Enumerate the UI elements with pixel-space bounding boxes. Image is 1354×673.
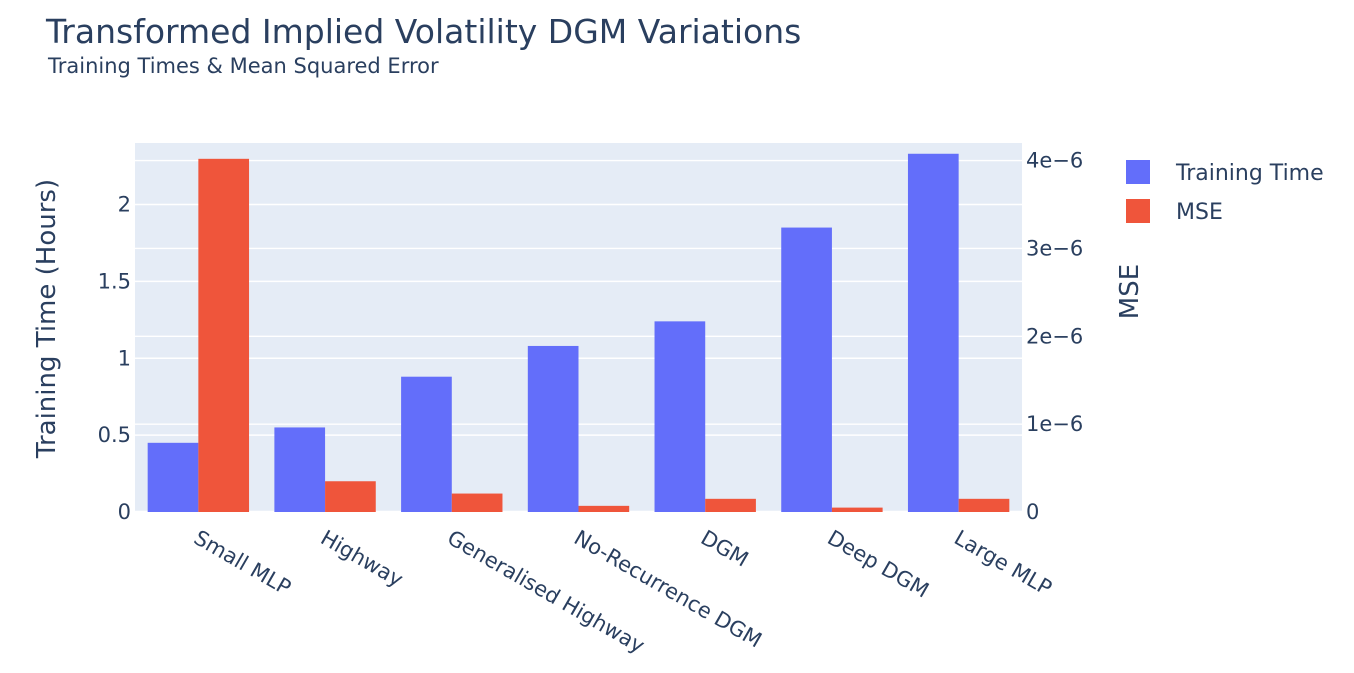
y2-axis-ticks: 0 1e−6 2e−6 3e−6 4e−6 <box>1026 149 1083 524</box>
bar-training-time-deep-dgm[interactable] <box>781 227 832 512</box>
y2-tick-label: 0 <box>1026 500 1039 524</box>
chart-title: Transformed Implied Volatility DGM Varia… <box>45 12 801 51</box>
y2-axis-title: MSE <box>1115 264 1145 319</box>
y2-tick-label: 2e−6 <box>1026 324 1083 348</box>
y2-tick-label: 4e−6 <box>1026 149 1083 173</box>
y-tick-label: 0.5 <box>98 423 131 447</box>
y-tick-label: 1 <box>118 346 131 370</box>
y2-tick-label: 1e−6 <box>1026 412 1083 436</box>
bar-mse-highway[interactable] <box>325 481 376 512</box>
bar-mse-dgm[interactable] <box>705 498 756 512</box>
y-tick-label: 1.5 <box>98 269 131 293</box>
bar-training-time-dgm[interactable] <box>654 321 706 512</box>
bar-mse-no-recurrence-dgm[interactable] <box>578 505 630 512</box>
bars <box>147 153 1010 513</box>
chart-subtitle: Training Times & Mean Squared Error <box>47 54 439 78</box>
bar-mse-deep-dgm[interactable] <box>831 507 883 512</box>
bar-training-time-highway[interactable] <box>274 427 326 512</box>
bar-mse-generalised-highway[interactable] <box>451 493 503 512</box>
y-tick-label: 0 <box>118 500 131 524</box>
legend-swatch-training-time[interactable] <box>1126 160 1150 184</box>
bar-training-time-generalised-highway[interactable] <box>401 376 452 512</box>
x-tick-label-large-mlp: Large MLP <box>950 526 1056 601</box>
y2-tick-label: 3e−6 <box>1026 236 1083 260</box>
x-tick-label-highway: Highway <box>317 526 408 592</box>
legend[interactable]: Training Time MSE <box>1126 160 1324 225</box>
x-tick-label-dgm: DGM <box>697 526 753 572</box>
y-axis-ticks: 0 0.5 1 1.5 2 <box>98 193 131 525</box>
legend-label-training-time[interactable]: Training Time <box>1175 161 1324 186</box>
bar-training-time-no-recurrence-dgm[interactable] <box>527 345 579 512</box>
legend-label-mse[interactable]: MSE <box>1176 200 1223 225</box>
bar-mse-small-mlp[interactable] <box>198 158 250 513</box>
x-axis-ticks: Small MLP Highway Generalised HighwayNo-Re… <box>190 526 1056 658</box>
x-tick-label-small-mlp: Small MLP <box>190 526 295 601</box>
y-axis-title: Training Time (Hours) <box>32 179 62 459</box>
legend-swatch-mse[interactable] <box>1126 199 1150 223</box>
y-tick-label: 2 <box>118 193 131 217</box>
x-tick-label-deep-dgm: Deep DGM <box>823 526 932 603</box>
bar-training-time-large-mlp[interactable] <box>907 153 959 512</box>
bar-training-time-small-mlp[interactable] <box>147 442 199 512</box>
bar-mse-large-mlp[interactable] <box>958 498 1010 512</box>
